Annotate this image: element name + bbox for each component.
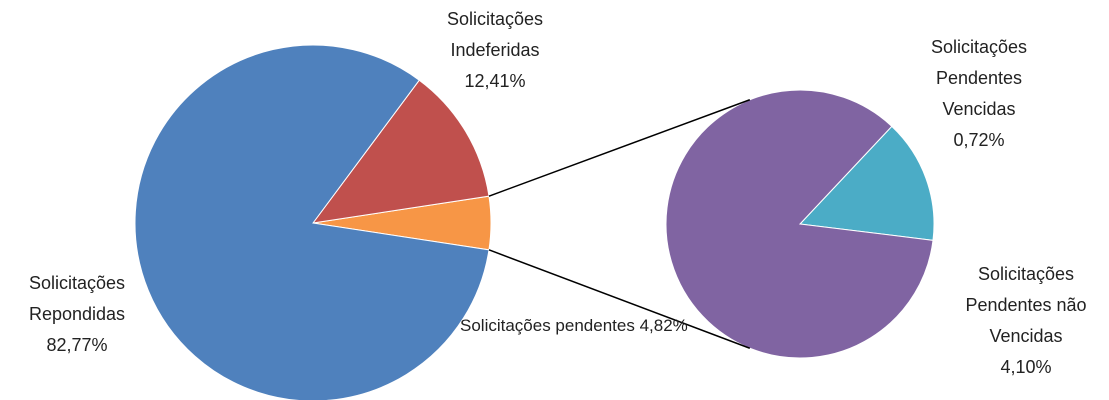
pie-slice [311, 79, 490, 224]
label-name: Solicitações pendentes [460, 316, 635, 335]
slice-label: Solicitações Indeferidas 12,41% [430, 4, 560, 97]
label-name: Solicitações Indeferidas [446, 9, 544, 60]
label-value: 4,10% [1000, 357, 1052, 377]
slice-label: Solicitações Repondidas 82,77% [12, 268, 142, 361]
slice-label: Solicitações Pendentes Vencidas 0,72% [917, 32, 1042, 156]
pie-slice [665, 89, 934, 359]
pie-slice [798, 125, 935, 241]
label-value: 12,41% [464, 71, 526, 91]
slice-label: Solicitações pendentes 4,82% [460, 310, 688, 341]
label-value: 0,72% [953, 130, 1005, 150]
slice-label: Solicitações Pendentes não Vencidas 4,10… [951, 259, 1101, 383]
connector-line [488, 99, 751, 197]
label-name: Solicitações Pendentes Vencidas [930, 37, 1028, 119]
label-value: 82,77% [46, 335, 108, 355]
label-value: 4,82% [639, 316, 688, 335]
label-name: Solicitações Pendentes não Vencidas [965, 264, 1087, 346]
label-name: Solicitações Repondidas [28, 273, 126, 324]
pie-slice [134, 44, 490, 400]
connector-line [488, 249, 751, 349]
